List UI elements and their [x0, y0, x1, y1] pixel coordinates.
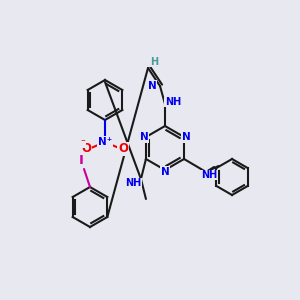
- Text: N⁺: N⁺: [98, 137, 112, 147]
- Text: I: I: [79, 154, 83, 167]
- Text: NH: NH: [201, 170, 217, 180]
- Text: N: N: [140, 132, 148, 142]
- Text: ⁻: ⁻: [81, 139, 85, 148]
- Text: O: O: [81, 142, 91, 155]
- Text: N: N: [182, 132, 190, 142]
- Text: NH: NH: [165, 97, 181, 107]
- Text: H: H: [150, 57, 158, 67]
- Text: N: N: [148, 81, 156, 91]
- Text: N: N: [160, 167, 169, 177]
- Text: O: O: [118, 142, 128, 155]
- Text: NH: NH: [125, 178, 141, 188]
